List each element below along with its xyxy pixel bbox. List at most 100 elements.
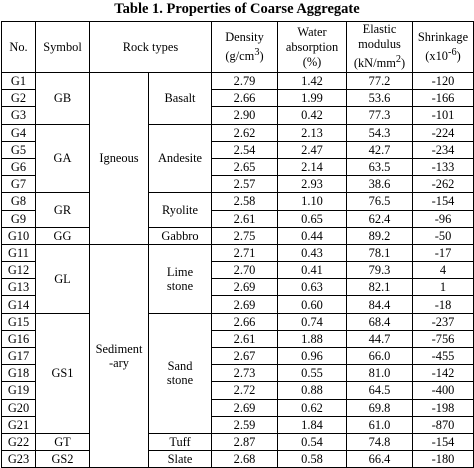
cell-water: 1.42 bbox=[277, 71, 348, 91]
cell-shrinkage: -50 bbox=[412, 226, 474, 245]
cell-shrinkage: -154 bbox=[412, 192, 474, 211]
cell-shrinkage: -17 bbox=[412, 243, 474, 263]
cell-rock-name: Lime stone bbox=[147, 243, 213, 314]
table-row: G10 GG Gabbro 2.75 0.44 89.2 -50 bbox=[1, 226, 474, 245]
cell-water: 0.74 bbox=[277, 312, 348, 331]
cell-no: G18 bbox=[1, 364, 36, 383]
cell-shrinkage: -166 bbox=[412, 89, 474, 108]
aggregate-properties-table: No. Symbol Rock types Density (g/cm3) Wa… bbox=[1, 21, 474, 468]
header-row: No. Symbol Rock types Density (g/cm3) Wa… bbox=[1, 21, 474, 73]
cell-shrinkage: -234 bbox=[412, 140, 474, 159]
cell-water: 0.63 bbox=[277, 278, 348, 297]
cell-density: 2.79 bbox=[211, 71, 279, 91]
cell-density: 2.90 bbox=[211, 106, 279, 125]
cell-density: 2.58 bbox=[211, 192, 279, 211]
header-shrinkage: Shrinkage (x10-6) bbox=[412, 21, 474, 73]
cell-no: G3 bbox=[1, 106, 36, 125]
cell-symbol: GR bbox=[35, 192, 90, 228]
cell-shrinkage: -18 bbox=[412, 295, 474, 314]
cell-no: G10 bbox=[1, 226, 36, 245]
table-row: G2 2.66 1.99 53.6 -166 bbox=[1, 89, 474, 108]
cell-shrinkage: -870 bbox=[412, 415, 474, 434]
cell-symbol: GS1 bbox=[35, 312, 90, 434]
cell-elastic: 81.0 bbox=[346, 364, 414, 383]
cell-water: 2.13 bbox=[277, 123, 348, 142]
cell-density: 2.61 bbox=[211, 209, 279, 228]
cell-elastic: 78.1 bbox=[346, 243, 414, 263]
cell-no: G11 bbox=[1, 243, 36, 263]
cell-water: 0.41 bbox=[277, 261, 348, 280]
cell-water: 0.54 bbox=[277, 432, 348, 452]
cell-no: G20 bbox=[1, 398, 36, 417]
cell-water: 1.99 bbox=[277, 89, 348, 108]
cell-no: G1 bbox=[1, 71, 36, 91]
cell-elastic: 66.4 bbox=[346, 450, 414, 468]
cell-rock-group: Igneous bbox=[89, 72, 149, 245]
cell-elastic: 62.4 bbox=[346, 209, 414, 228]
cell-rock-group: Sediment -ary bbox=[89, 243, 149, 468]
cell-shrinkage: -101 bbox=[412, 106, 474, 125]
cell-elastic: 63.5 bbox=[346, 157, 414, 177]
cell-water: 2.47 bbox=[277, 140, 348, 159]
header-density: Density (g/cm3) bbox=[211, 21, 279, 73]
table-row: G20 2.69 0.62 69.8 -198 bbox=[1, 398, 474, 417]
cell-no: G13 bbox=[1, 278, 36, 297]
cell-water: 0.96 bbox=[277, 346, 348, 366]
cell-elastic: 53.6 bbox=[346, 89, 414, 108]
cell-elastic: 66.0 bbox=[346, 346, 414, 366]
cell-density: 2.69 bbox=[211, 295, 279, 314]
cell-density: 2.54 bbox=[211, 140, 279, 159]
cell-water: 0.65 bbox=[277, 209, 348, 228]
cell-water: 0.44 bbox=[277, 226, 348, 245]
cell-density: 2.61 bbox=[211, 329, 279, 349]
cell-water: 1.10 bbox=[277, 192, 348, 211]
cell-water: 2.14 bbox=[277, 157, 348, 177]
cell-shrinkage: -120 bbox=[412, 71, 474, 91]
cell-elastic: 44.7 bbox=[346, 329, 414, 349]
cell-elastic: 74.8 bbox=[346, 432, 414, 452]
cell-no: G16 bbox=[1, 329, 36, 349]
table-row: G7 2.57 2.93 38.6 -262 bbox=[1, 175, 474, 194]
table-row: G6 2.65 2.14 63.5 -133 bbox=[1, 157, 474, 177]
cell-shrinkage: -455 bbox=[412, 346, 474, 366]
table-row: G23 GS2 Slate 2.68 0.58 66.4 -180 bbox=[1, 450, 474, 468]
cell-no: G19 bbox=[1, 381, 36, 400]
cell-no: G8 bbox=[1, 192, 36, 211]
cell-density: 2.66 bbox=[211, 89, 279, 108]
cell-density: 2.73 bbox=[211, 364, 279, 383]
cell-elastic: 76.5 bbox=[346, 192, 414, 211]
cell-rock-name: Sand stone bbox=[147, 312, 213, 434]
cell-no: G5 bbox=[1, 140, 36, 159]
cell-elastic: 68.4 bbox=[346, 312, 414, 331]
cell-no: G12 bbox=[1, 261, 36, 280]
header-elastic-modulus: Elastic modulus (kN/mm2) bbox=[346, 21, 414, 73]
cell-symbol: GG bbox=[35, 226, 90, 245]
cell-rock-name: Slate bbox=[147, 450, 213, 468]
cell-water: 0.62 bbox=[277, 398, 348, 417]
cell-no: G4 bbox=[1, 123, 36, 142]
cell-shrinkage: -198 bbox=[412, 398, 474, 417]
cell-density: 2.69 bbox=[211, 398, 279, 417]
cell-no: G23 bbox=[1, 450, 36, 468]
cell-water: 0.58 bbox=[277, 450, 348, 468]
cell-elastic: 42.7 bbox=[346, 140, 414, 159]
cell-shrinkage: -142 bbox=[412, 364, 474, 383]
cell-shrinkage: -96 bbox=[412, 209, 474, 228]
cell-density: 2.65 bbox=[211, 157, 279, 177]
cell-symbol: GA bbox=[35, 123, 90, 194]
table-row: G5 2.54 2.47 42.7 -234 bbox=[1, 140, 474, 159]
cell-density: 2.59 bbox=[211, 415, 279, 434]
cell-water: 0.60 bbox=[277, 295, 348, 314]
cell-shrinkage: -180 bbox=[412, 450, 474, 468]
cell-elastic: 64.5 bbox=[346, 381, 414, 400]
cell-water: 0.43 bbox=[277, 243, 348, 263]
table-row: G11 GL Sediment -ary Lime stone 2.71 0.4… bbox=[1, 243, 474, 468]
cell-no: G14 bbox=[1, 295, 36, 314]
cell-elastic: 84.4 bbox=[346, 295, 414, 314]
cell-elastic: 54.3 bbox=[346, 123, 414, 142]
cell-density: 2.71 bbox=[211, 243, 279, 263]
table-row: G17 2.67 0.96 66.0 -455 bbox=[1, 346, 474, 366]
cell-elastic: 61.0 bbox=[346, 415, 414, 434]
cell-symbol: GB bbox=[35, 72, 90, 125]
cell-density: 2.75 bbox=[211, 226, 279, 245]
